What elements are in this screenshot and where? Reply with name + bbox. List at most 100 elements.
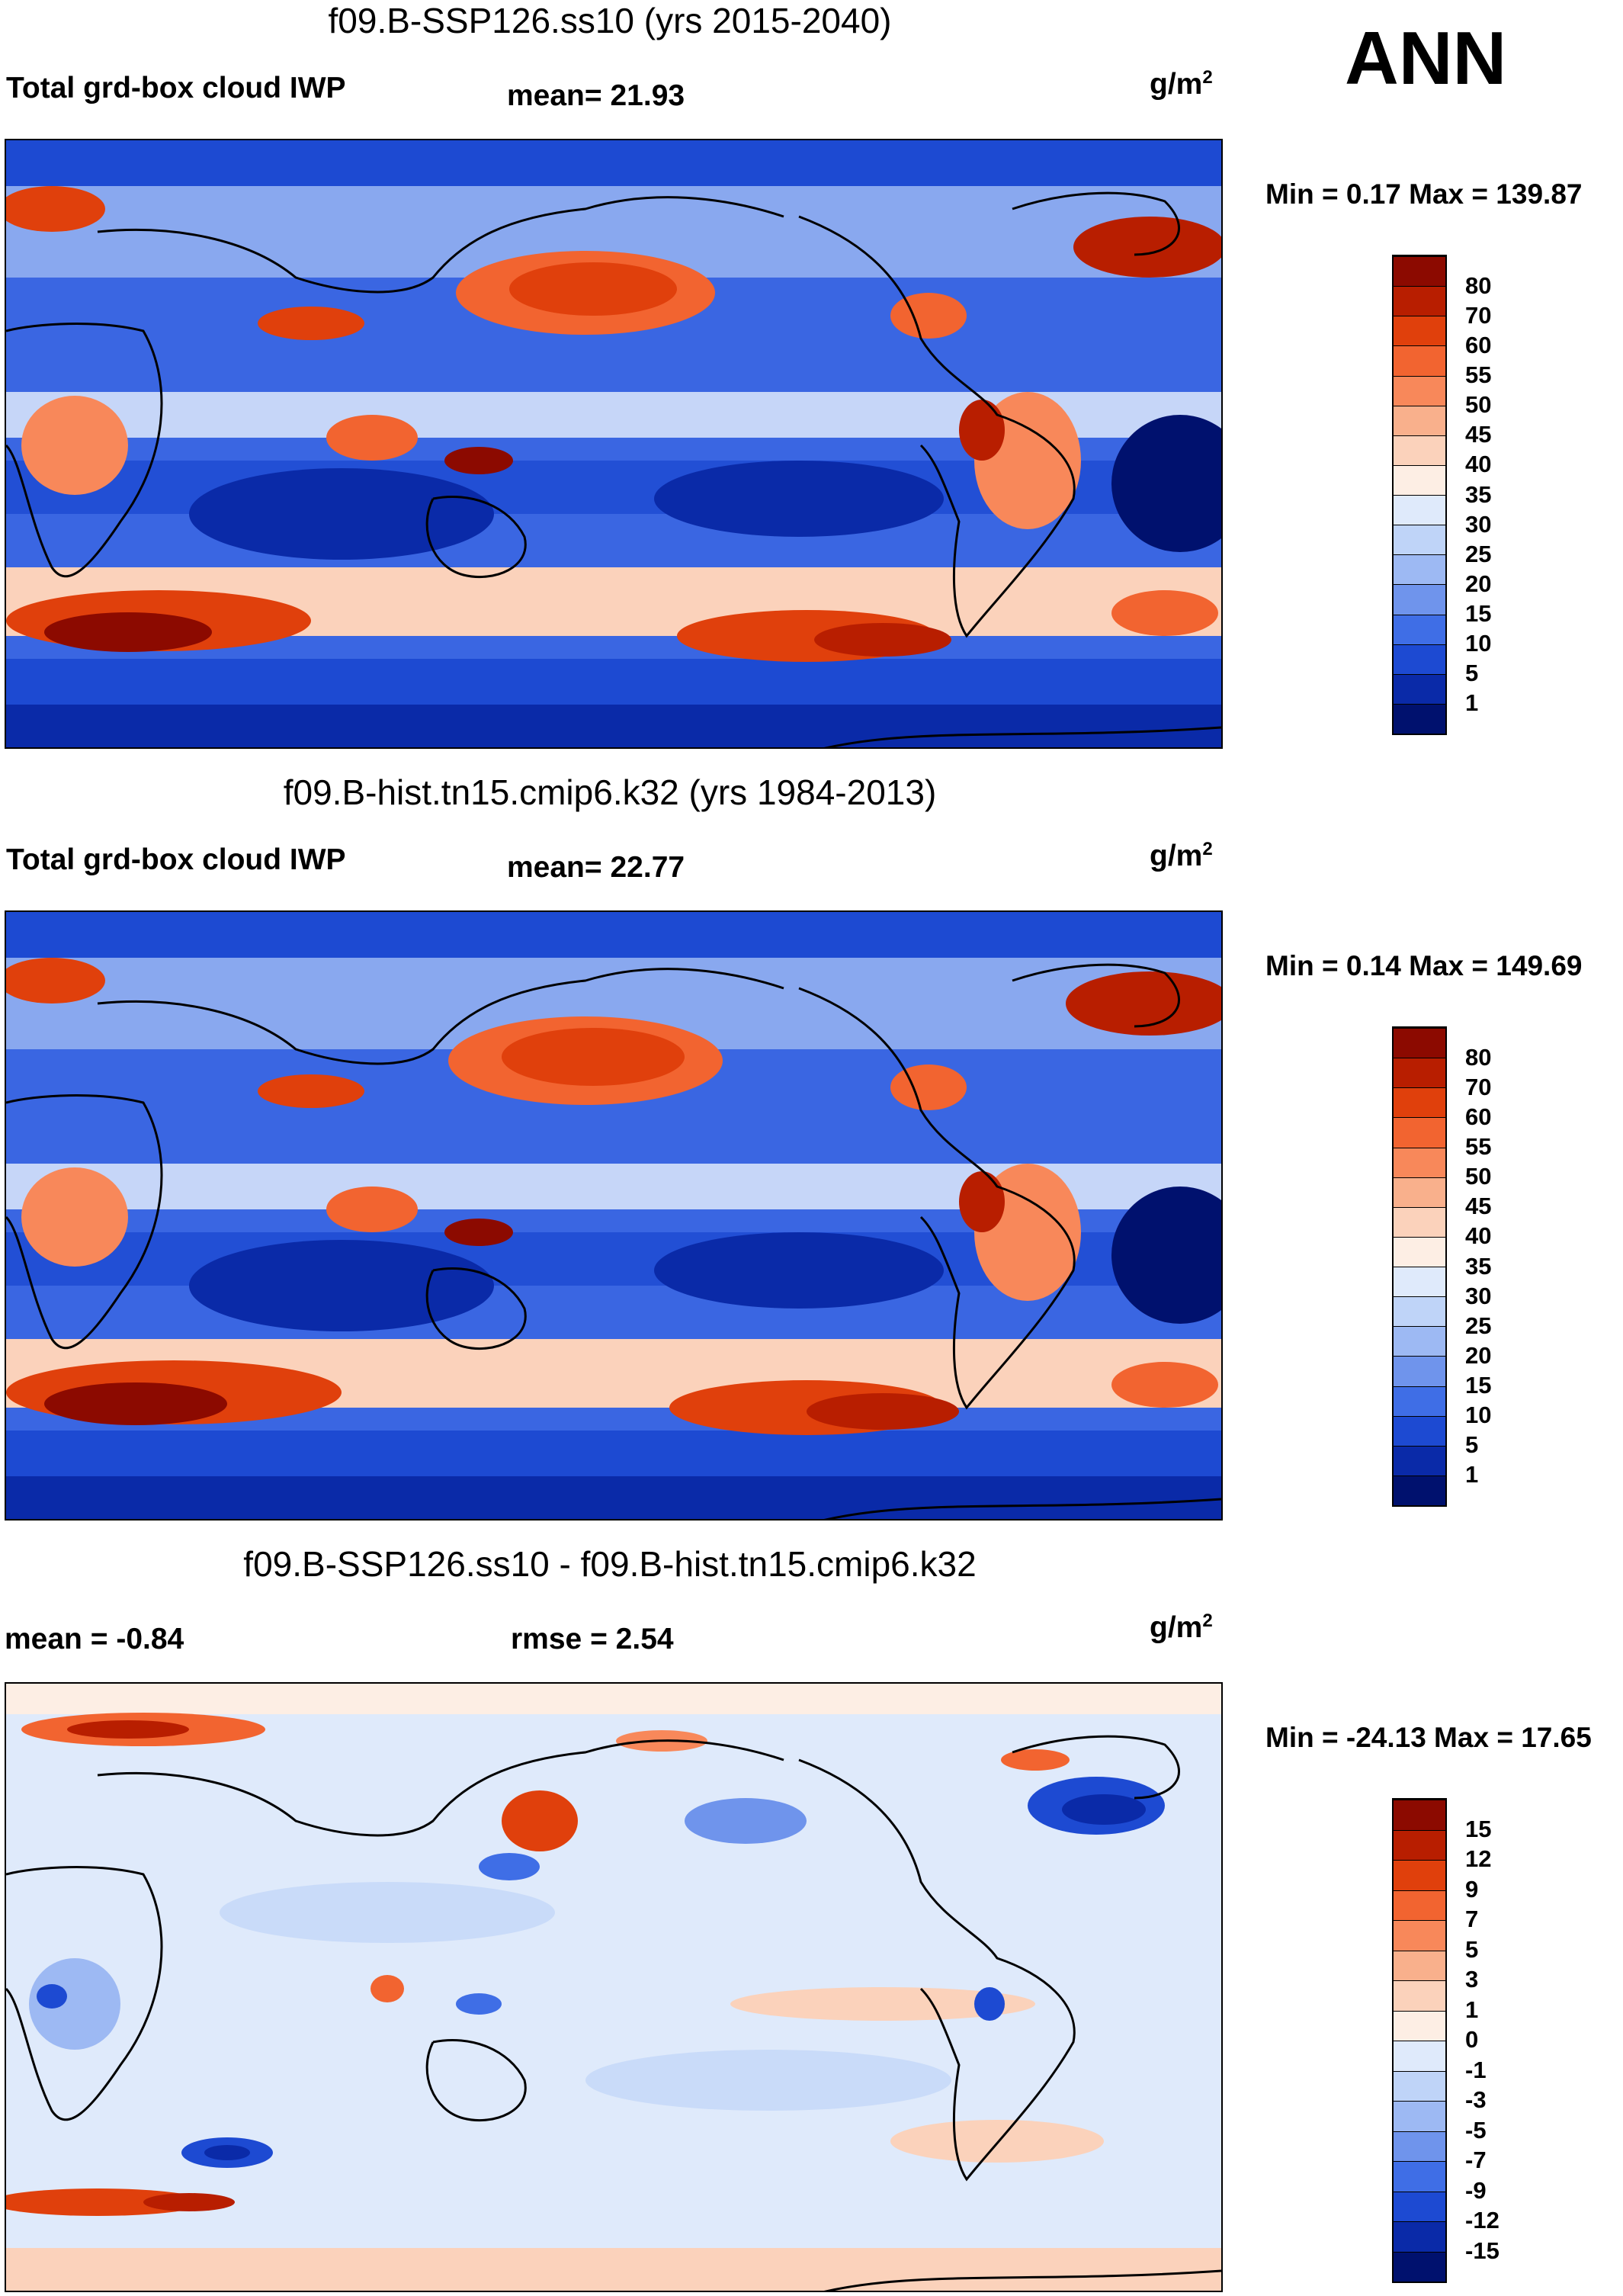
panel-1-colorbar-swatch xyxy=(1394,345,1445,376)
panel-1-colorbar-tick: 50 xyxy=(1465,391,1492,418)
panel-3-colorbar-tick: 12 xyxy=(1465,1845,1492,1872)
panel-3-colorbar-tick: -1 xyxy=(1465,2057,1487,2083)
panel-2-title: f09.B-hist.tn15.cmip6.k32 (yrs 1984-2013… xyxy=(283,772,937,812)
panel-3-colorbar-tick: 7 xyxy=(1465,1906,1479,1932)
panel-2-colorbar-swatch xyxy=(1394,1475,1445,1505)
panel-3-map-svg xyxy=(6,1684,1221,2291)
panel-2-colorbar-swatch xyxy=(1394,1206,1445,1237)
panel-2-colorbar-tick: 50 xyxy=(1465,1163,1492,1190)
panel-3-colorbar-swatch xyxy=(1394,2041,1445,2071)
panel-3-colorbar-tick: 1 xyxy=(1465,1996,1479,2023)
panel-3-colorbar-tick: -15 xyxy=(1465,2237,1500,2264)
panel-3-colorbar-tick: -12 xyxy=(1465,2207,1500,2233)
panel-2-colorbar-tick: 55 xyxy=(1465,1133,1492,1160)
panel-2-colorbar-tick: 40 xyxy=(1465,1222,1492,1249)
panel-1-colorbar-swatch xyxy=(1394,554,1445,585)
panel-1-colorbar-tick: 35 xyxy=(1465,481,1492,508)
panel-2-colorbar-tick: 20 xyxy=(1465,1342,1492,1369)
panel-1-colorbar-tick: 80 xyxy=(1465,272,1492,299)
panel-3-colorbar-swatch xyxy=(1394,1860,1445,1890)
panel-1-colorbar-tick: 10 xyxy=(1465,630,1492,657)
panel-2-colorbar-tick: 60 xyxy=(1465,1103,1492,1130)
panel-1-map xyxy=(5,139,1223,749)
panel-2-colorbar-tick: 70 xyxy=(1465,1074,1492,1100)
panel-2-colorbar-tick: 5 xyxy=(1465,1431,1479,1458)
panel-1-colorbar-swatch xyxy=(1394,256,1445,287)
panel-1-colorbar-tick: 20 xyxy=(1465,570,1492,597)
panel-2-colorbar-swatch xyxy=(1394,1296,1445,1327)
season-label: ANN xyxy=(1345,16,1507,100)
panel-2-map-svg xyxy=(6,912,1221,1519)
panel-1-colorbar-swatch xyxy=(1394,405,1445,435)
panel-2-colorbar-swatch xyxy=(1394,1147,1445,1177)
panel-2-variable-label: Total grd-box cloud IWP xyxy=(6,843,346,876)
panel-1-colorbar-tick: 30 xyxy=(1465,511,1492,538)
panel-1-colorbar-tick: 25 xyxy=(1465,541,1492,567)
panel-3-colorbar-tick: 9 xyxy=(1465,1876,1479,1903)
panel-3-colorbar-swatch xyxy=(1394,2070,1445,2101)
panel-2-colorbar-tick: 10 xyxy=(1465,1402,1492,1428)
panel-2-colorbar-swatch xyxy=(1394,1058,1445,1088)
panel-2-colorbar-tick: 80 xyxy=(1465,1044,1492,1071)
panel-2-colorbar-swatch xyxy=(1394,1267,1445,1297)
panel-2-colorbar-tick: 35 xyxy=(1465,1253,1492,1280)
panel-2-colorbar-swatch xyxy=(1394,1386,1445,1416)
panel-1-colorbar-swatch xyxy=(1394,495,1445,525)
panel-2-min-max: Min = 0.14 Max = 149.69 xyxy=(1265,950,1583,981)
panel-2-colorbar-tick: 30 xyxy=(1465,1283,1492,1309)
panel-1-colorbar-swatch xyxy=(1394,525,1445,555)
panel-3-colorbar-swatch xyxy=(1394,2010,1445,2041)
panel-3-colorbar-tick: -3 xyxy=(1465,2086,1487,2113)
panel-1-colorbar-swatch xyxy=(1394,614,1445,644)
panel-2-colorbar-tick: 15 xyxy=(1465,1372,1492,1398)
panel-3-units: g/m2 xyxy=(1150,1610,1213,1644)
panel-2-colorbar-swatch xyxy=(1394,1177,1445,1207)
panel-3-colorbar-tick: 0 xyxy=(1465,2026,1479,2053)
panel-1-colorbar-swatch xyxy=(1394,703,1445,734)
panel-3-title: f09.B-SSP126.ss10 - f09.B-hist.tn15.cmip… xyxy=(243,1544,977,1584)
panel-1-colorbar-tick: 45 xyxy=(1465,421,1492,448)
panel-3-colorbar-tick: -9 xyxy=(1465,2177,1487,2204)
panel-2-colorbar-tick: 25 xyxy=(1465,1312,1492,1339)
panel-1-colorbar-swatch xyxy=(1394,435,1445,465)
panel-1-colorbar-tick: 60 xyxy=(1465,332,1492,358)
panel-3-colorbar-swatch xyxy=(1394,2101,1445,2131)
panel-1-colorbar-tick: 70 xyxy=(1465,302,1492,329)
panel-2-colorbar-swatch xyxy=(1394,1445,1445,1476)
panel-1-colorbar-tick: 40 xyxy=(1465,451,1492,477)
panel-3-colorbar-tick: -7 xyxy=(1465,2147,1487,2173)
panel-3-rmse-label: rmse = 2.54 xyxy=(511,1623,674,1655)
panel-2-colorbar-swatch xyxy=(1394,1236,1445,1267)
panel-3-colorbar-swatch xyxy=(1394,2251,1445,2282)
panel-3-colorbar-swatch xyxy=(1394,2161,1445,2192)
panel-3-colorbar-tick: 5 xyxy=(1465,1936,1479,1963)
panel-1-mean-label: mean= 21.93 xyxy=(507,79,685,112)
panel-1-colorbar-tick: 5 xyxy=(1465,660,1479,686)
panel-2-units: g/m2 xyxy=(1150,839,1213,872)
panel-3-colorbar xyxy=(1392,1798,1447,2283)
panel-2-colorbar-swatch xyxy=(1394,1326,1445,1357)
panel-3-min-max: Min = -24.13 Max = 17.65 xyxy=(1265,1722,1592,1753)
panel-3-colorbar-tick: -5 xyxy=(1465,2117,1487,2143)
panel-3-colorbar-swatch xyxy=(1394,1800,1445,1830)
panel-3-colorbar-tick: 3 xyxy=(1465,1966,1479,1993)
panel-1-colorbar-swatch xyxy=(1394,375,1445,406)
panel-2-colorbar-swatch xyxy=(1394,1028,1445,1058)
panel-3-colorbar-swatch xyxy=(1394,1980,1445,2011)
panel-3-mean-label: mean = -0.84 xyxy=(5,1623,184,1655)
panel-1-colorbar-swatch xyxy=(1394,673,1445,704)
panel-2-colorbar-swatch xyxy=(1394,1415,1445,1446)
panel-3-colorbar-swatch xyxy=(1394,2191,1445,2221)
panel-1-colorbar xyxy=(1392,255,1447,735)
panel-1-title: f09.B-SSP126.ss10 (yrs 2015-2040) xyxy=(328,1,892,40)
panel-1-colorbar-tick: 15 xyxy=(1465,600,1492,627)
panel-1-min-max: Min = 0.17 Max = 139.87 xyxy=(1265,178,1583,210)
panel-3-colorbar-swatch xyxy=(1394,1829,1445,1860)
panel-1-colorbar-tick: 55 xyxy=(1465,361,1492,388)
panel-3-colorbar-swatch xyxy=(1394,1920,1445,1951)
panel-2-map xyxy=(5,910,1223,1520)
panel-1-colorbar-swatch xyxy=(1394,644,1445,674)
panel-2-colorbar-tick: 45 xyxy=(1465,1193,1492,1219)
panel-3-colorbar-swatch xyxy=(1394,1950,1445,1980)
panel-2-colorbar xyxy=(1392,1026,1447,1507)
